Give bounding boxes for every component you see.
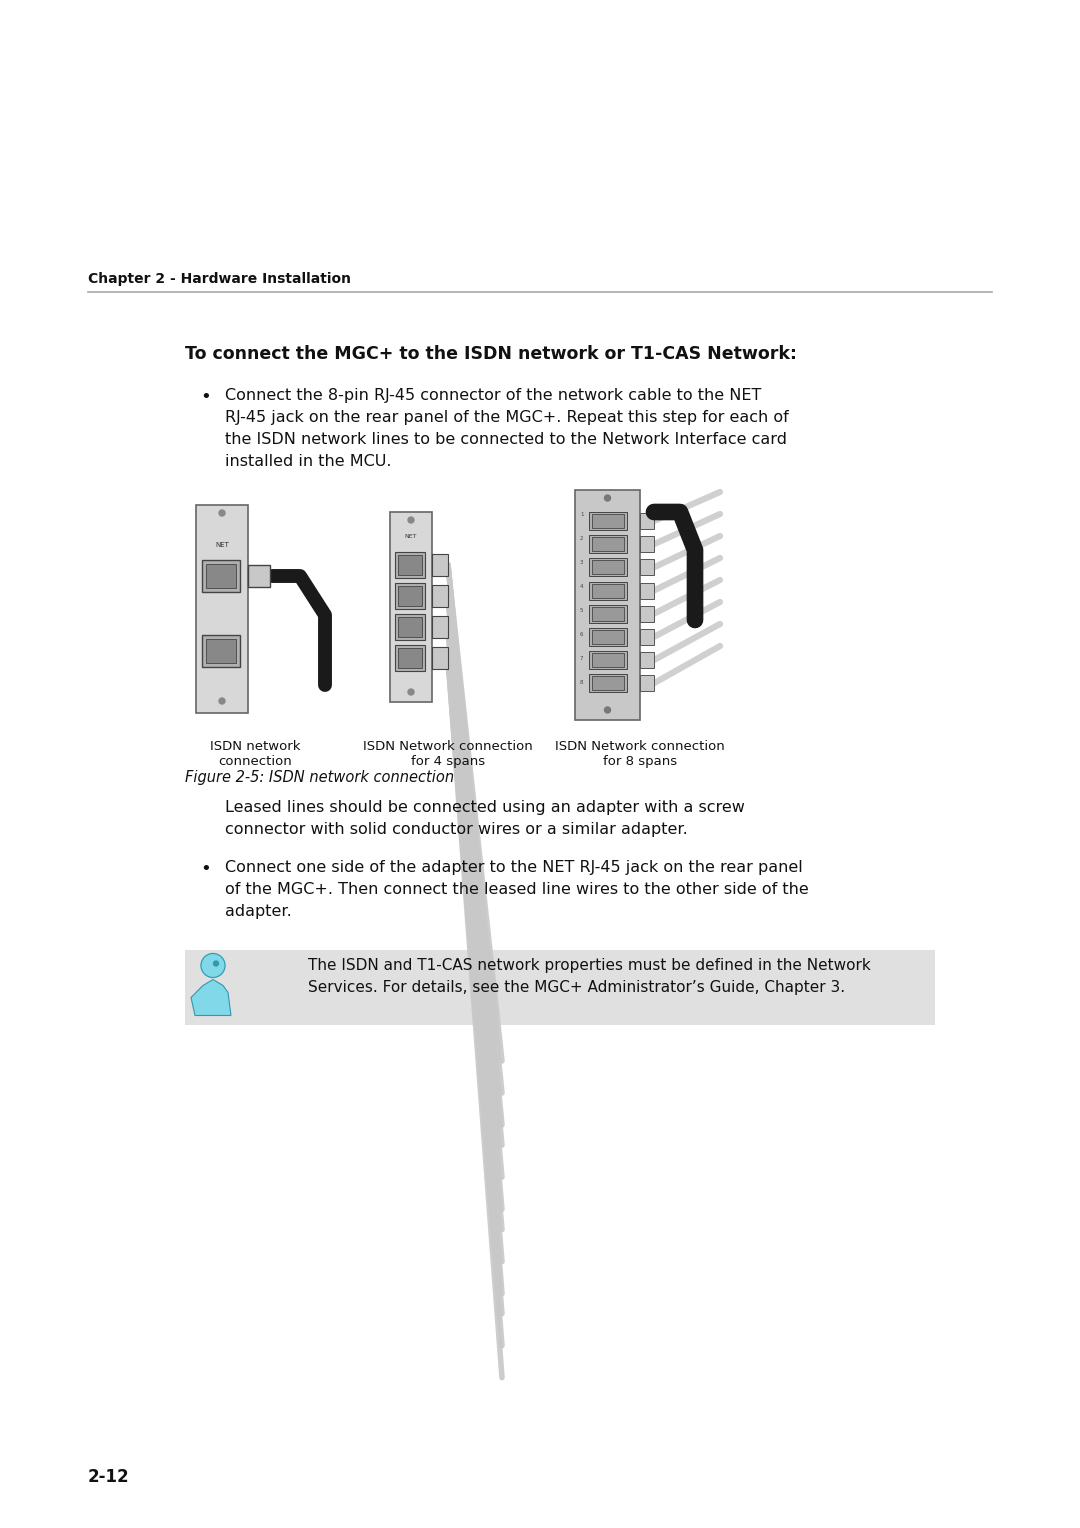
Bar <box>592 630 624 643</box>
Bar <box>202 636 240 668</box>
Text: Leased lines should be connected using an adapter with a screw: Leased lines should be connected using a… <box>225 801 745 814</box>
Circle shape <box>201 953 225 978</box>
Bar <box>640 513 654 529</box>
Text: connector with solid conductor wires or a similar adapter.: connector with solid conductor wires or … <box>225 822 688 837</box>
Text: Figure 2-5: ISDN network connection: Figure 2-5: ISDN network connection <box>185 770 454 785</box>
Bar <box>592 652 624 668</box>
Text: NET: NET <box>405 535 417 539</box>
Text: 8: 8 <box>580 680 583 686</box>
Text: ISDN network
connection: ISDN network connection <box>210 740 300 769</box>
Text: Services. For details, see the MGC+ Administrator’s Guide, Chapter 3.: Services. For details, see the MGC+ Admi… <box>308 979 846 995</box>
Bar <box>390 512 432 701</box>
Bar <box>592 561 624 575</box>
Bar <box>640 605 654 622</box>
Bar <box>640 536 654 552</box>
Bar <box>195 504 248 714</box>
Bar <box>399 617 422 637</box>
Text: ISDN Network connection
for 4 spans: ISDN Network connection for 4 spans <box>363 740 532 769</box>
Circle shape <box>605 707 610 714</box>
Circle shape <box>408 689 414 695</box>
Bar <box>589 558 627 576</box>
Text: •: • <box>200 388 211 406</box>
Text: RJ-45 jack on the rear panel of the MGC+. Repeat this step for each of: RJ-45 jack on the rear panel of the MGC+… <box>225 410 788 425</box>
Bar <box>395 645 426 671</box>
Polygon shape <box>191 979 231 1016</box>
Bar <box>432 616 448 639</box>
Bar <box>248 565 270 587</box>
Bar <box>395 552 426 578</box>
Bar <box>589 512 627 530</box>
Bar <box>640 559 654 576</box>
Bar <box>432 585 448 607</box>
Bar <box>592 607 624 620</box>
Text: the ISDN network lines to be connected to the Network Interface card: the ISDN network lines to be connected t… <box>225 432 787 448</box>
Bar <box>432 648 448 669</box>
Bar <box>640 630 654 645</box>
Text: 2-12: 2-12 <box>87 1468 130 1487</box>
Text: installed in the MCU.: installed in the MCU. <box>225 454 391 469</box>
Text: of the MGC+. Then connect the leased line wires to the other side of the: of the MGC+. Then connect the leased lin… <box>225 882 809 897</box>
Text: The ISDN and T1-CAS network properties must be defined in the Network: The ISDN and T1-CAS network properties m… <box>308 958 870 973</box>
Circle shape <box>219 510 225 516</box>
Bar <box>592 513 624 529</box>
Text: 6: 6 <box>580 633 583 637</box>
Text: adapter.: adapter. <box>225 905 292 918</box>
Text: 7: 7 <box>580 657 583 662</box>
Text: •: • <box>200 860 211 879</box>
Bar <box>202 559 240 591</box>
Text: NET: NET <box>215 542 229 549</box>
Text: 1: 1 <box>580 512 583 518</box>
Circle shape <box>219 698 225 704</box>
Text: 2: 2 <box>580 536 583 541</box>
Bar <box>395 584 426 610</box>
Bar <box>592 584 624 597</box>
Bar <box>640 652 654 668</box>
Circle shape <box>605 495 610 501</box>
Text: 4: 4 <box>580 585 583 590</box>
Bar <box>589 674 627 692</box>
Bar <box>589 582 627 599</box>
Bar <box>206 564 237 588</box>
Text: To connect the MGC+ to the ISDN network or T1-CAS Network:: To connect the MGC+ to the ISDN network … <box>185 345 797 364</box>
Text: 3: 3 <box>580 561 583 565</box>
Bar <box>395 614 426 640</box>
Bar <box>399 648 422 668</box>
Bar <box>206 639 237 663</box>
Bar <box>592 538 624 552</box>
Bar <box>589 628 627 646</box>
Bar <box>575 490 640 720</box>
Bar <box>640 582 654 599</box>
Text: Connect the 8-pin RJ-45 connector of the network cable to the NET: Connect the 8-pin RJ-45 connector of the… <box>225 388 761 403</box>
Bar <box>589 535 627 553</box>
Text: Chapter 2 - Hardware Installation: Chapter 2 - Hardware Installation <box>87 272 351 286</box>
Bar <box>399 555 422 575</box>
Bar <box>589 605 627 623</box>
Circle shape <box>408 516 414 523</box>
Bar <box>592 677 624 691</box>
Text: Connect one side of the adapter to the NET RJ-45 jack on the rear panel: Connect one side of the adapter to the N… <box>225 860 802 876</box>
Bar <box>432 555 448 576</box>
Bar <box>185 950 935 1025</box>
Bar <box>589 651 627 669</box>
Text: ISDN Network connection
for 8 spans: ISDN Network connection for 8 spans <box>555 740 725 769</box>
Bar <box>399 587 422 607</box>
Text: 5: 5 <box>580 608 583 614</box>
Circle shape <box>214 961 218 966</box>
Bar <box>640 675 654 691</box>
